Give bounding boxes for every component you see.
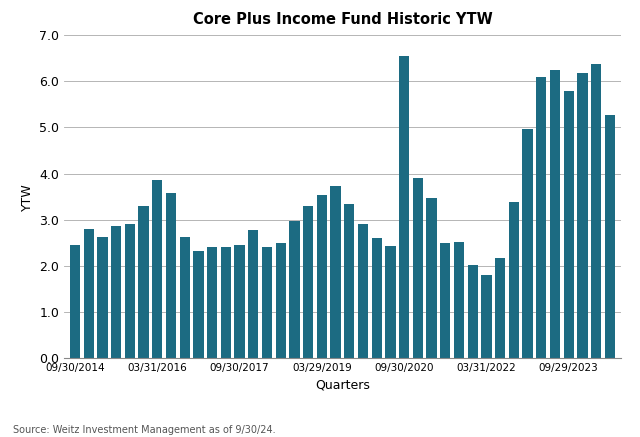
- Bar: [111, 226, 121, 358]
- Bar: [125, 224, 135, 358]
- Bar: [303, 206, 313, 358]
- Bar: [317, 195, 327, 358]
- Bar: [138, 206, 148, 358]
- Bar: [358, 224, 368, 358]
- Bar: [426, 198, 436, 358]
- Bar: [399, 56, 409, 358]
- Bar: [84, 229, 94, 358]
- Bar: [495, 258, 505, 358]
- Bar: [262, 246, 272, 358]
- Bar: [372, 238, 382, 358]
- Title: Core Plus Income Fund Historic YTW: Core Plus Income Fund Historic YTW: [193, 12, 492, 27]
- Text: Source: Weitz Investment Management as of 9/30/24.: Source: Weitz Investment Management as o…: [13, 425, 275, 435]
- Bar: [221, 247, 231, 358]
- Bar: [591, 64, 601, 358]
- Bar: [330, 187, 340, 358]
- Bar: [440, 243, 451, 358]
- Bar: [413, 178, 423, 358]
- Bar: [70, 245, 80, 358]
- Bar: [97, 237, 108, 358]
- Bar: [234, 245, 244, 358]
- Bar: [276, 243, 286, 358]
- Bar: [605, 115, 615, 358]
- Bar: [207, 247, 217, 358]
- Bar: [550, 69, 560, 358]
- Bar: [481, 275, 492, 358]
- Bar: [152, 180, 163, 358]
- Bar: [509, 202, 519, 358]
- Bar: [468, 265, 478, 358]
- Bar: [193, 251, 204, 358]
- Bar: [522, 129, 532, 358]
- Bar: [248, 230, 259, 358]
- Bar: [577, 73, 588, 358]
- Bar: [454, 242, 464, 358]
- Bar: [344, 204, 355, 358]
- Y-axis label: YTW: YTW: [20, 183, 33, 211]
- Bar: [536, 77, 547, 358]
- Bar: [180, 237, 190, 358]
- Bar: [289, 221, 300, 358]
- X-axis label: Quarters: Quarters: [315, 379, 370, 392]
- Bar: [166, 193, 176, 358]
- Bar: [564, 91, 574, 358]
- Bar: [385, 246, 396, 358]
